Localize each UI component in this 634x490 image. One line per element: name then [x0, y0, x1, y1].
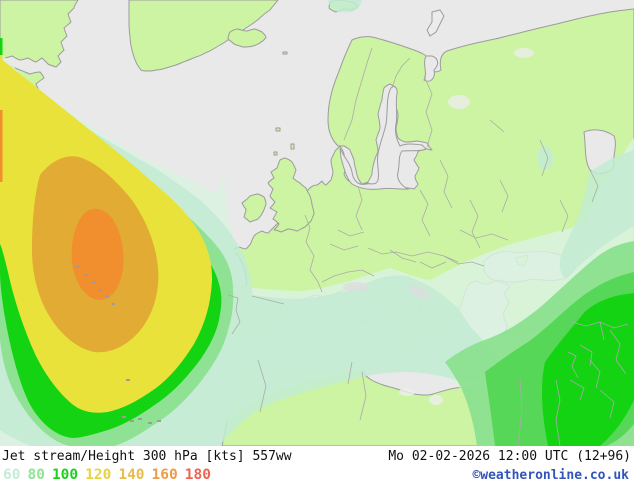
- azores-island: [99, 289, 102, 291]
- landmasses: [0, 0, 634, 447]
- caption-line-2: 60 80 100 120 140 160 180 ©weatheronline.co.uk: [0, 467, 634, 485]
- russia-snow-patch-2: [514, 48, 534, 58]
- land-iceland: [227, 28, 267, 48]
- canary-island: [130, 420, 134, 422]
- sidra-patch: [399, 388, 415, 396]
- atlantic-islands: [76, 266, 161, 424]
- land-greenland: [128, 0, 279, 72]
- legend-value-80: 80: [27, 467, 45, 483]
- madeira-island: [126, 379, 130, 381]
- land-jan-mayen: [282, 51, 288, 55]
- land-faroes: [275, 127, 281, 132]
- weather-map: [0, 0, 634, 449]
- canary-island: [138, 418, 142, 420]
- legend-value-60: 60: [3, 467, 21, 483]
- legend-values: 60 80 100 120 140 160 180: [3, 467, 218, 483]
- land-shetland: [290, 143, 295, 150]
- band-sliver-green: [0, 38, 3, 55]
- land-canada: [0, 0, 79, 68]
- sea-baltic: [339, 86, 427, 190]
- legend-value-180: 180: [184, 467, 211, 483]
- novaya-zemlya: [426, 9, 445, 37]
- canary-island: [122, 416, 126, 418]
- jet-stream-map-svg: [0, 0, 634, 449]
- caption-line-1: Jet stream/Height 300 hPa [kts] 557ww Mo…: [0, 449, 634, 465]
- land-ireland: [241, 193, 267, 223]
- caption-bar: Jet stream/Height 300 hPa [kts] 557ww Mo…: [0, 446, 634, 490]
- band-mint-lake: [537, 146, 553, 170]
- country-borders: [227, 47, 629, 447]
- parameter-label: Jet stream/Height 300 hPa [kts] 557ww: [2, 449, 292, 464]
- azores-island: [92, 281, 95, 283]
- azores-island: [106, 296, 109, 298]
- legend-value-120: 120: [85, 467, 112, 483]
- azores-island: [112, 303, 115, 305]
- band-mint-northeast: [559, 150, 634, 279]
- legend-value-160: 160: [151, 467, 178, 483]
- libya-patch: [429, 395, 443, 405]
- canary-island: [148, 422, 152, 424]
- russia-snow-patch-1: [448, 95, 470, 109]
- credit-link[interactable]: ©weatheronline.co.uk: [472, 468, 629, 483]
- land-hebrides: [273, 151, 278, 156]
- jet-stream-shading: [0, 0, 634, 449]
- band-sliver-orange: [0, 110, 3, 182]
- canary-island: [157, 420, 161, 422]
- terrain-patches: [343, 48, 534, 405]
- legend-value-140: 140: [118, 467, 145, 483]
- azores-island: [76, 266, 79, 268]
- band-sliver-yellow: [0, 55, 3, 110]
- band-orange-core: [71, 208, 124, 300]
- legend-value-100: 100: [51, 467, 79, 483]
- band-mint-svalbard: [328, 0, 362, 13]
- azores-island: [85, 274, 88, 276]
- alps-patch: [343, 282, 369, 292]
- valid-time-label: Mo 02-02-2026 12:00 UTC (12+96): [388, 449, 631, 464]
- land-britain: [267, 157, 315, 233]
- dinaric-patch: [407, 285, 431, 299]
- sea-white-sea: [423, 55, 439, 82]
